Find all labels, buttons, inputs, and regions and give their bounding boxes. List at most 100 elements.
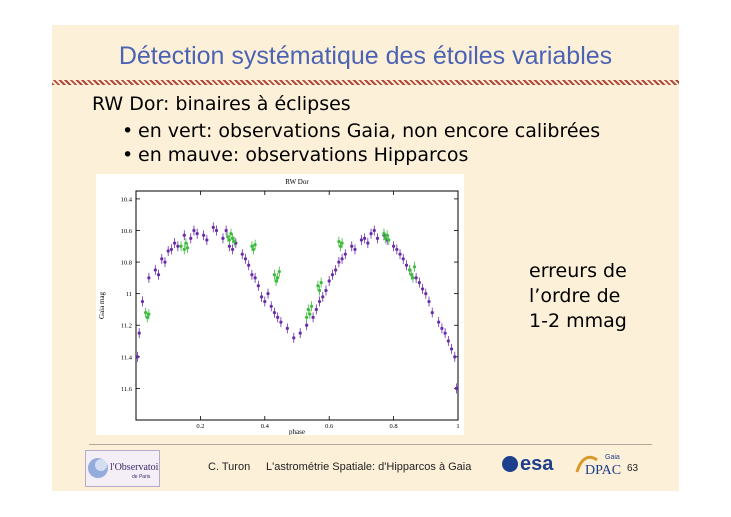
x-axis-label: phase: [289, 428, 305, 435]
footer-subtitle: L'astrométrie Spatiale: d'Hipparcos à Ga…: [266, 461, 472, 473]
hipparcos-point: [163, 260, 167, 264]
hipparcos-point: [285, 326, 289, 330]
hipparcos-point: [401, 257, 405, 261]
hipparcos-point: [137, 331, 141, 335]
hipparcos-point: [404, 263, 409, 267]
hipparcos-point: [240, 252, 244, 256]
gaia-point: [385, 233, 389, 237]
gaia-point: [277, 269, 281, 274]
esa-logo: esa: [502, 453, 553, 476]
gaia-point: [340, 241, 344, 245]
gaia-point: [408, 268, 412, 272]
hipparcos-point: [414, 276, 418, 280]
hipparcos-point: [375, 236, 380, 240]
note-line: 1-2 mmag: [529, 310, 627, 332]
hipparcos-point: [420, 287, 425, 291]
x-tick-label: 0.4: [261, 423, 270, 430]
x-tick-label: 0.2: [196, 423, 204, 430]
hipparcos-point: [314, 307, 318, 312]
hipparcos-point: [192, 228, 196, 233]
y-tick-label: 11.6: [121, 386, 133, 393]
hipparcos-point: [327, 279, 331, 283]
hipparcos-point: [337, 260, 341, 264]
y-tick-label: 11: [126, 291, 132, 298]
bullet-text: en mauve: observations Hipparcos: [138, 144, 469, 166]
y-tick-label: 10.4: [121, 196, 133, 203]
gaia-point: [411, 276, 415, 280]
hipparcos-point: [169, 247, 174, 252]
hipparcos-point: [176, 244, 180, 248]
hipparcos-point: [298, 331, 302, 335]
hipparcos-point: [160, 257, 164, 261]
hipparcos-point: [392, 244, 396, 248]
hipparcos-point: [253, 276, 257, 280]
hipparcos-point: [430, 311, 434, 315]
hipparcos-point: [330, 273, 335, 277]
hipparcos-point: [395, 247, 399, 252]
gaia-point: [337, 239, 341, 244]
bullet-icon: •: [122, 144, 134, 166]
gaia-point: [185, 246, 190, 250]
hipparcos-point: [250, 273, 254, 277]
hipparcos-point: [140, 299, 145, 304]
gaia-point: [338, 244, 343, 248]
hipparcos-point: [153, 268, 157, 272]
hipparcos-point: [350, 244, 354, 248]
y-tick-label: 11.2: [121, 323, 132, 330]
gaia-point: [319, 281, 323, 285]
hipparcos-point: [272, 311, 277, 315]
observatoire-logo-icon: l'Observatoire de Paris: [88, 458, 167, 480]
hipparcos-point: [202, 233, 206, 237]
slide-title: Détection systématique des étoiles varia…: [118, 42, 613, 70]
bullet-item: • en mauve: observations Hipparcos: [122, 144, 468, 166]
hipparcos-point: [189, 236, 193, 240]
gaia-point: [229, 232, 233, 236]
gaia-point: [412, 265, 417, 269]
gaia-point: [274, 279, 278, 283]
x-tick-label: 1: [456, 423, 459, 430]
hipparcos-point: [256, 284, 260, 288]
y-tick-label: 10.8: [121, 260, 132, 267]
gaia-point: [182, 247, 186, 252]
title-divider: [52, 80, 679, 85]
hipparcos-point: [211, 225, 215, 229]
hipparcos-point: [263, 299, 267, 304]
hipparcos-point: [353, 247, 357, 252]
hipparcos-point: [366, 241, 370, 245]
hipparcos-point: [147, 276, 151, 280]
hipparcos-point: [269, 304, 273, 308]
bullet-icon: •: [122, 120, 134, 142]
hipparcos-point: [317, 299, 322, 304]
slide-heading: RW Dor: binaires à éclipses: [92, 93, 351, 115]
gaia-point: [316, 284, 320, 288]
gaia-point: [382, 232, 386, 236]
gaia-point: [231, 236, 235, 240]
observatoire-logo-text: l'Observatoire: [110, 462, 159, 473]
hipparcos-point: [437, 320, 441, 324]
hipparcos-point: [363, 236, 367, 240]
footer-divider: [89, 444, 652, 445]
observatoire-logo: l'Observatoire de Paris: [85, 450, 167, 487]
y-axis-label: Gaia mag: [98, 291, 106, 319]
hipparcos-point: [440, 326, 444, 330]
gaia-point: [308, 312, 312, 316]
chart-title: RW Dor: [285, 178, 309, 186]
gaia-point: [272, 273, 277, 277]
hipparcos-point: [292, 336, 296, 340]
hipparcos-point: [156, 273, 161, 277]
observatoire-logo-subtext: de Paris: [132, 474, 151, 480]
hipparcos-point: [227, 244, 231, 248]
esa-logo-icon: [502, 456, 518, 472]
hipparcos-point: [182, 233, 186, 237]
light-curve-chart: RW Dor 0.2 0.4 0.6 0.8 1 10.4 10.6 10.8 11 11.2 11.…: [96, 174, 464, 436]
gaia-dpac-logo-icon: Gaia DPAC: [575, 454, 621, 478]
gaia-point: [145, 315, 149, 319]
hipparcos-point: [259, 295, 264, 299]
x-tick-label: 0.6: [325, 423, 334, 430]
y-tick-label: 10.6: [121, 228, 133, 235]
chart-svg: RW Dor 0.2 0.4 0.6 0.8 1 10.4 10.6 10.8 11 11.2 11.…: [98, 178, 460, 436]
hipparcos-point: [231, 247, 235, 252]
hipparcos-point: [372, 228, 376, 233]
gaia-point: [253, 243, 257, 247]
hipparcos-point: [359, 238, 363, 242]
